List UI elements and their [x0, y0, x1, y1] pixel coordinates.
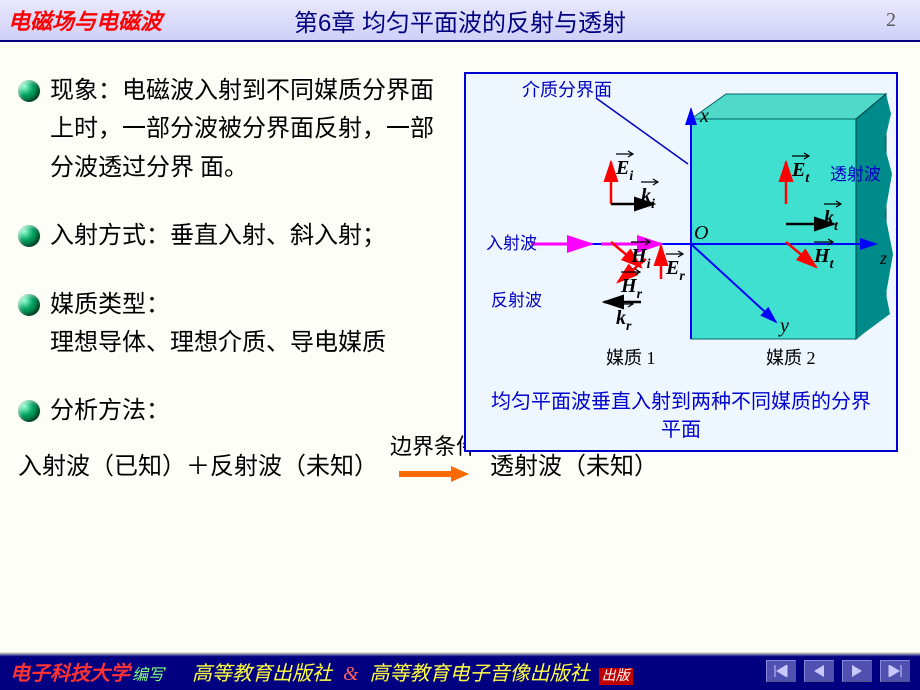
interface-leader	[596, 98, 688, 164]
slide-content: 现象：电磁波入射到不同媒质分界面上时，一部分波被分界面反射，一部分波透过分界 面…	[0, 42, 920, 652]
label-medium1: 媒质 1	[606, 348, 656, 368]
bullet-label: 媒质类型：	[50, 286, 450, 324]
slab-top	[691, 94, 886, 119]
sphere-bullet-icon	[18, 225, 40, 247]
nav-buttons	[766, 660, 910, 682]
label-origin: O	[694, 222, 708, 244]
svg-text:kr: kr	[616, 307, 632, 334]
method-lhs: 入射波（已知）＋反射波（未知）	[18, 446, 378, 481]
footer-university: 电子科技大学编写	[10, 657, 164, 686]
label-transmitted: 透射波	[830, 165, 881, 184]
svg-text:Ei: Ei	[615, 157, 633, 184]
chapter-title: 第6章 均匀平面波的反射与透射	[294, 3, 626, 38]
sphere-bullet-icon	[18, 294, 40, 316]
right-arrow-icon	[399, 467, 469, 481]
svg-text:Er: Er	[665, 257, 685, 284]
footer-publisher: 高等教育出版社 & 高等教育电子音像出版社 出版	[192, 657, 633, 686]
slide-footer: 电子科技大学编写 高等教育出版社 & 高等教育电子音像出版社 出版	[0, 652, 920, 690]
bullet-body: 理想导体、理想介质、导电媒质	[50, 324, 450, 362]
label-axis-y: y	[778, 315, 789, 337]
label-medium2: 媒质 2	[766, 348, 816, 368]
page-number: 2	[886, 9, 896, 32]
sphere-bullet-icon	[18, 400, 40, 422]
sphere-bullet-icon	[18, 80, 40, 102]
nav-next-button[interactable]	[842, 660, 872, 682]
svg-text:Hr: Hr	[620, 275, 643, 302]
label-incident: 入射波	[486, 234, 537, 253]
svg-text:Hi: Hi	[630, 245, 651, 272]
bullet-label: 现象：	[50, 78, 122, 104]
label-reflected: 反射波	[491, 291, 542, 310]
nav-prev-button[interactable]	[804, 660, 834, 682]
wave-diagram: 介质分界面 x y z O 入射波 反射波 透射波 媒质 1 媒质 2 Ei k…	[464, 72, 898, 452]
label-axis-x: x	[699, 105, 709, 127]
diagram-svg: 介质分界面 x y z O 入射波 反射波 透射波 媒质 1 媒质 2 Ei k…	[466, 74, 896, 384]
label-axis-z: z	[879, 248, 887, 268]
svg-text:ki: ki	[641, 185, 655, 212]
nav-last-button[interactable]	[880, 660, 910, 682]
label-interface: 介质分界面	[522, 80, 612, 100]
slide-header: 电磁场与电磁波 第6章 均匀平面波的反射与透射 2	[0, 0, 920, 42]
slab-front	[691, 119, 856, 339]
nav-first-button[interactable]	[766, 660, 796, 682]
diagram-caption: 均匀平面波垂直入射到两种不同媒质的分界平面	[466, 384, 896, 448]
course-title: 电磁场与电磁波	[0, 4, 162, 36]
